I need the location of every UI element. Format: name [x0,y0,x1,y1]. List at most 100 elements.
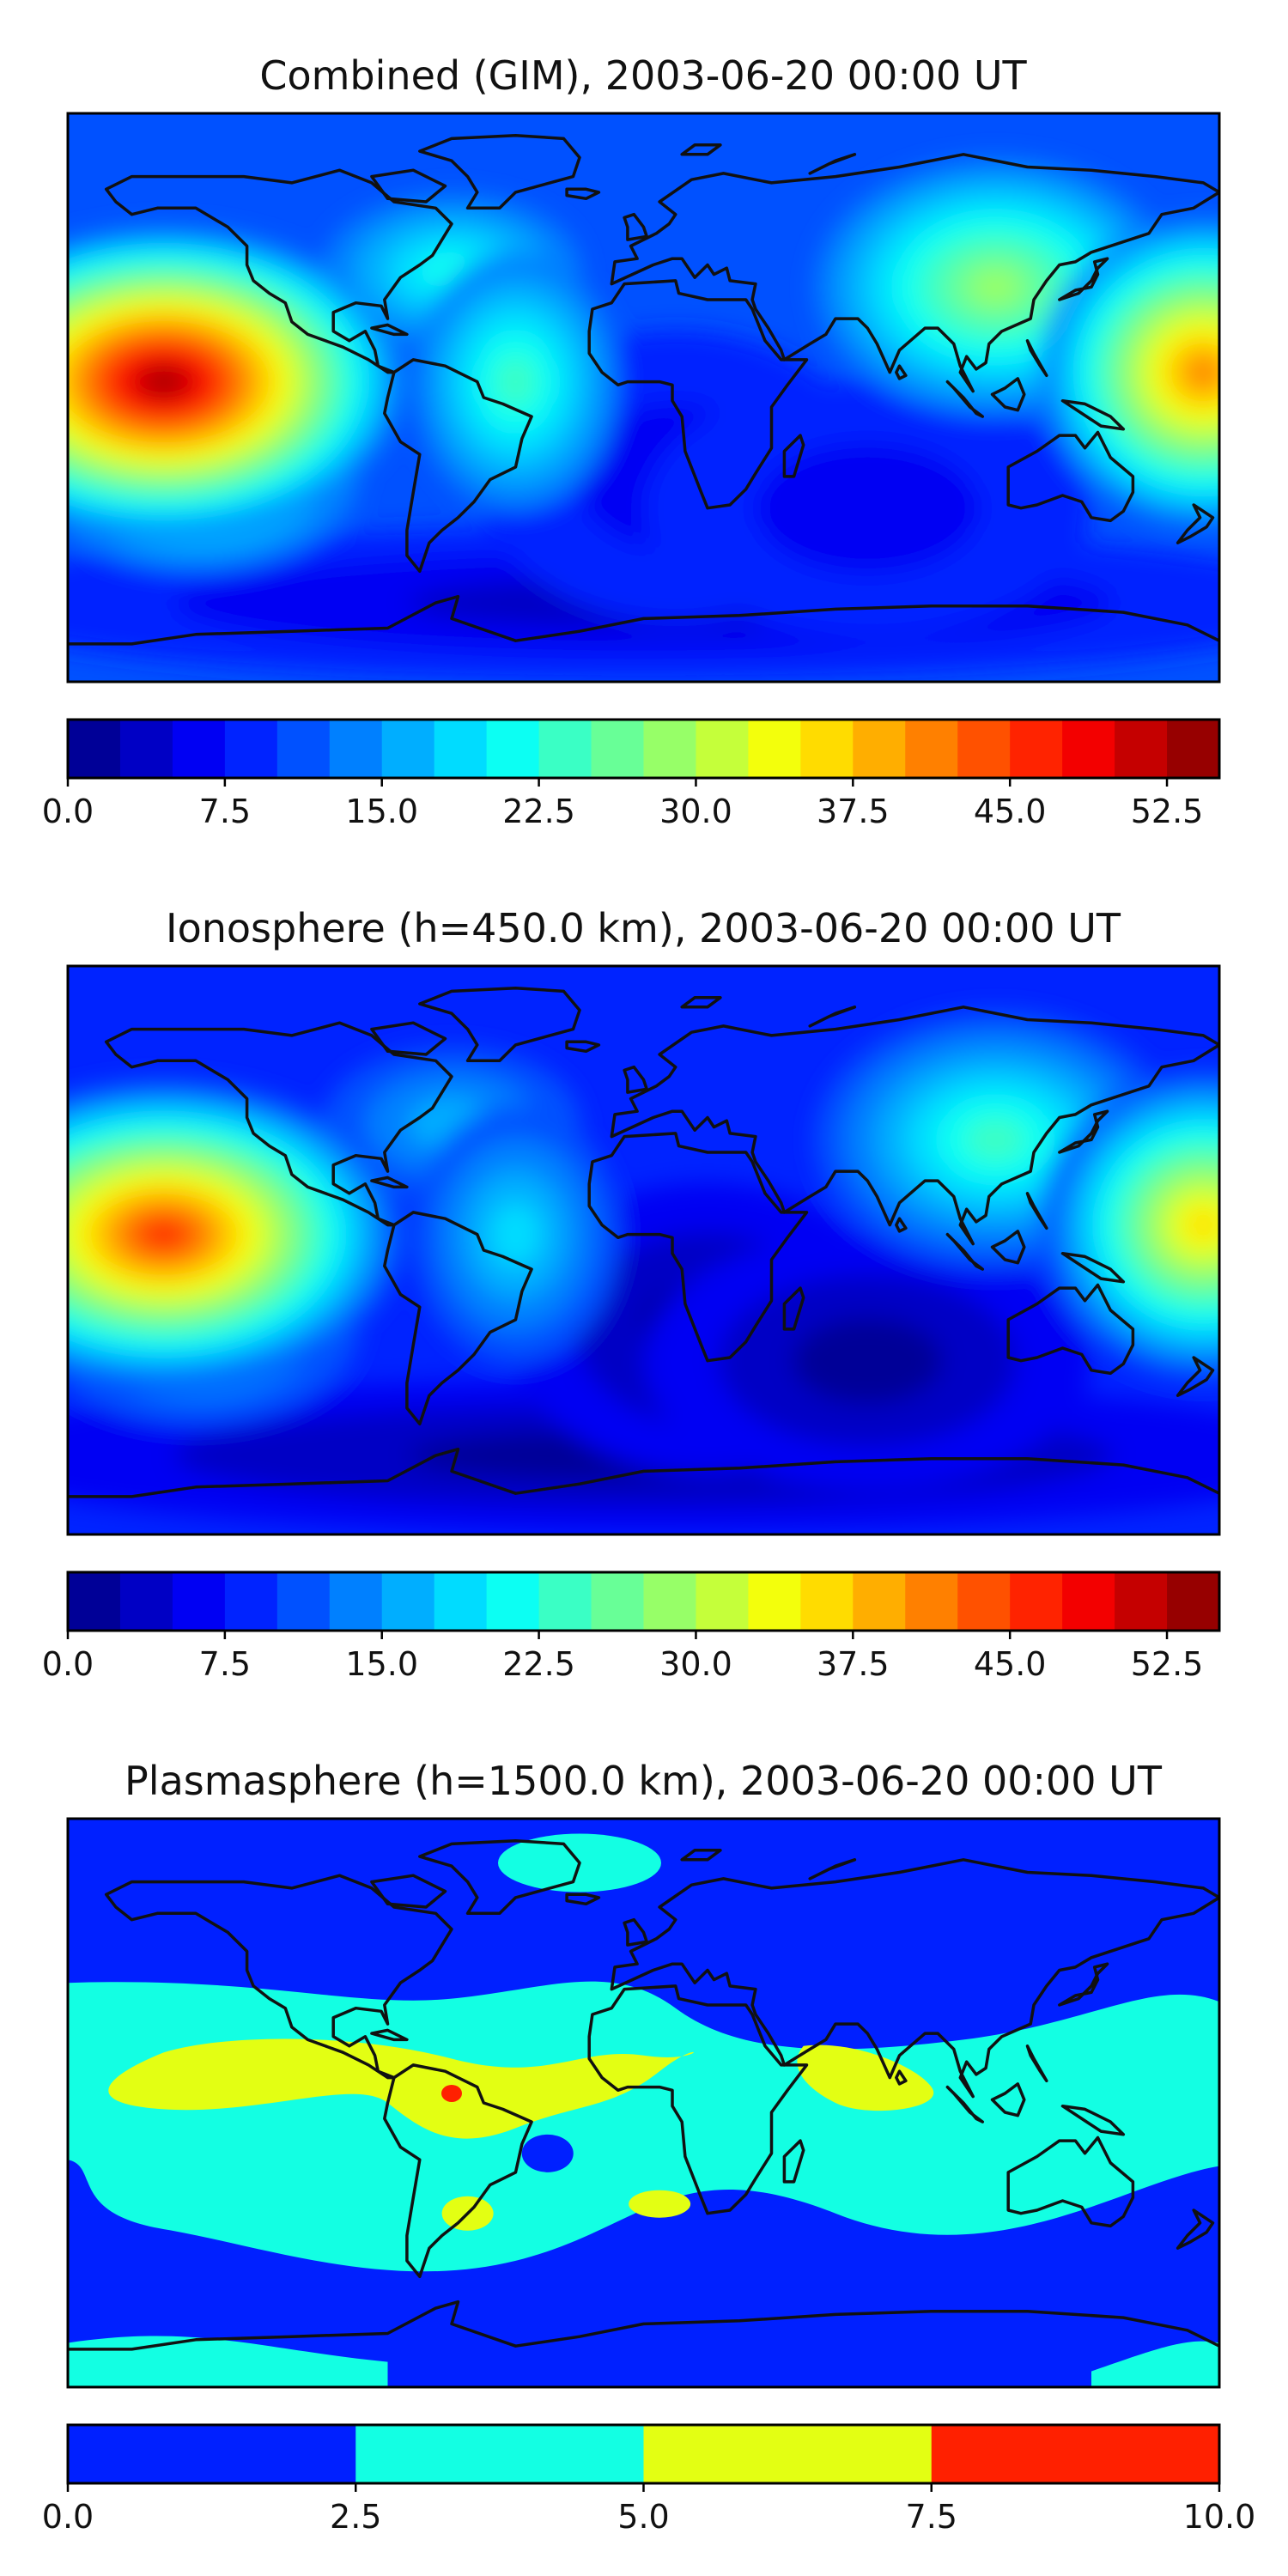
colorbar-frame [66,1571,1221,1632]
coastline-cuba [370,2028,409,2042]
colorbar-segment [748,1572,801,1631]
coastline-iceland [565,1893,601,1906]
contour-amazon-maximum [441,2084,462,2102]
coastline-madagascar [782,434,805,478]
coastline-sumatra [945,1232,985,1271]
colorbar-segment [1115,720,1168,778]
coastline-greenland [418,1838,581,1916]
coastline-philippines [1025,339,1048,378]
colorbar-segment [643,720,697,778]
contour-south-american-band [489,1202,542,1267]
colorbar-segment [800,1572,854,1631]
colorbar-segment [329,1572,383,1631]
coastline-new-guinea [1060,398,1126,431]
coastline-eurasia [610,1858,1219,2099]
contour-polar-strip [1091,2341,1219,2387]
colorbar-segment [276,720,331,778]
colorbar-segment [329,720,383,778]
field-contours [68,158,1219,681]
colorbar-segment [748,720,801,778]
coastline-madagascar [782,1286,805,1331]
coastline-novaya-zemlya [808,153,857,175]
coastline-sumatra [945,380,985,418]
colorbar-tick-label: 0.0 [42,793,94,830]
colorbar-segment [853,720,906,778]
tec-field-combined [68,113,1219,682]
map-combined [68,113,1219,682]
colorbar-segment [381,720,435,778]
colorbar-segment [224,720,278,778]
contour-indian-ocean-trough [756,443,980,573]
panel-combined: Combined (GIM), 2003-06-20 00:00 UT 0.0 7… [42,52,1221,830]
map-plasmasphere [68,1819,1219,2387]
contour-minimum [521,2134,574,2172]
contour-tropical-band [629,2190,691,2218]
colorbar-segment [68,1572,121,1631]
colorbar-segment [1115,1572,1168,1631]
coastline-eurasia [610,153,1219,393]
colorbar-segment [68,2425,356,2483]
colorbar-segment [957,720,1011,778]
contour-west-pacific-maximum [1188,1211,1218,1239]
coastline-south-america [383,1211,533,1426]
coastline-greenland [418,133,581,210]
colorbar-tick-label: 52.5 [1131,793,1204,830]
tec-field-plasmasphere [68,1819,1219,2387]
colorbar-segment [355,2425,645,2483]
colorbar-tick-label: 2.5 [330,2498,381,2536]
colorbar-segment [905,1572,958,1631]
colorbar-ionosphere: 0.0 7.5 15.0 22.5 30.0 37.5 45.0 52.5 [42,1571,1221,1683]
coastline-philippines [1025,1192,1048,1230]
colorbar-segment [643,2425,933,2483]
colorbar-segment [905,720,958,778]
contour-tropical-band [797,2044,934,2111]
colorbar-segment [1062,1572,1115,1631]
map-ionosphere [68,966,1219,1534]
colorbar-tick-label: 15.0 [345,793,418,830]
colorbar-tick-label: 30.0 [659,793,732,830]
colorbar-segment [68,720,121,778]
colorbar-segment [434,1572,488,1631]
coastline-australia [1006,430,1135,523]
colorbar-tick-label: 37.5 [817,1645,890,1683]
coastlines-plasmasphere [68,1838,1219,2351]
map-frame-combined [66,112,1221,683]
contour-east-pacific-maximum [149,373,179,392]
coastline-iceland [565,187,601,201]
contour-asian-band [969,268,1022,306]
coastline-svalbard [680,1849,722,1862]
colorbar-segment [224,1572,278,1631]
coastline-british-isles [623,1917,648,1947]
map-frame-plasmasphere [66,1817,1221,2389]
colorbar-segment [172,1572,226,1631]
coastline-borneo [990,2082,1026,2117]
coastline-japan [1058,257,1109,301]
coastline-sri-lanka [895,1217,908,1233]
colorbar-segment [957,1572,1011,1631]
panel-title-plasmasphere: Plasmasphere (h=1500.0 km), 2003-06-20 0… [125,1758,1163,1804]
coastline-new-guinea [1060,2104,1126,2136]
colorbar-tick-label: 5.0 [617,2498,669,2536]
colorbar-tick-label: 45.0 [974,793,1047,830]
colorbar-segment [381,1572,435,1631]
coastline-sumatra [945,2085,985,2123]
colorbar-segment [172,720,226,778]
colorbar-tick-label: 10.0 [1183,2498,1256,2536]
colorbar-segment [486,1572,540,1631]
colorbar-tick-label: 52.5 [1131,1645,1204,1683]
colorbar-tick-label: 7.5 [906,2498,957,2536]
coastline-africa [587,279,809,510]
colorbar-segment [119,1572,173,1631]
colorbar-tick-label: 0.0 [42,1645,94,1683]
coastline-borneo [990,377,1026,412]
panel-title-ionosphere: Ionosphere (h=450.0 km), 2003-06-20 00:0… [166,905,1121,951]
colorbar-tick-label: 7.5 [199,1645,251,1683]
panel-ionosphere: Ionosphere (h=450.0 km), 2003-06-20 00:0… [42,905,1221,1683]
coastline-iceland [565,1040,601,1054]
colorbar-segment [1010,720,1063,778]
coastline-greenland [418,986,581,1063]
coastline-new-zealand [1176,503,1215,544]
colorbar-tick-label: 7.5 [199,793,251,830]
coastlines-combined [68,133,1219,646]
